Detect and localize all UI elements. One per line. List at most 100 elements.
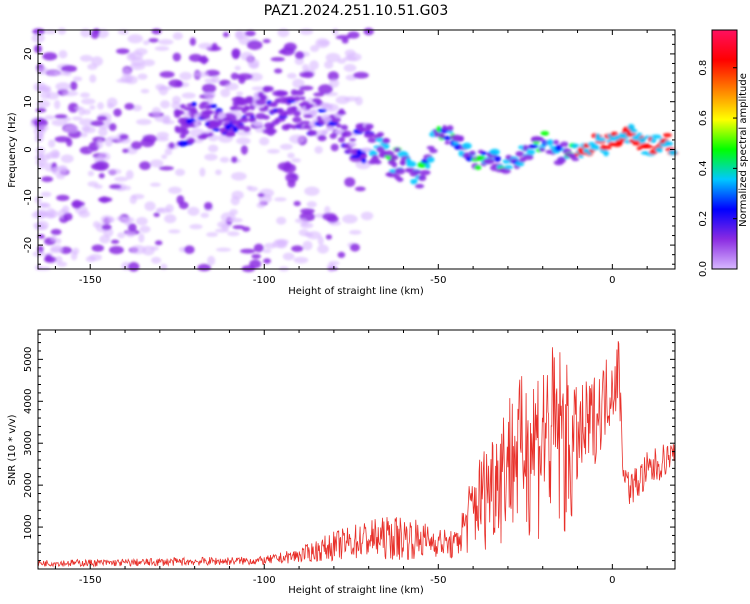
spectrogram-cell bbox=[80, 132, 88, 138]
spectrogram-cell bbox=[228, 217, 243, 223]
spectrogram-cell bbox=[337, 58, 346, 64]
spectrogram-cell bbox=[143, 40, 150, 46]
spectrogram-x-label: Height of straight line (km) bbox=[288, 286, 424, 297]
spectrogram-cell bbox=[270, 57, 285, 62]
spectrogram-cell bbox=[554, 144, 563, 152]
spectrogram-cell bbox=[310, 130, 318, 136]
spectrogram-cell bbox=[426, 145, 435, 150]
spectrogram-cell bbox=[318, 84, 333, 95]
spectrogram-cell bbox=[82, 109, 91, 115]
spectrogram-cell bbox=[232, 125, 239, 133]
spectrogram-cell bbox=[429, 148, 438, 154]
spectrogram-cell bbox=[627, 123, 635, 131]
spectrogram-cell bbox=[137, 73, 148, 80]
spectrogram-cell bbox=[292, 78, 305, 89]
spectrogram-cell bbox=[54, 70, 69, 76]
spectrogram-cell bbox=[140, 137, 155, 148]
spectrogram-cell bbox=[324, 60, 334, 69]
spectrogram-cell bbox=[278, 49, 287, 54]
spectrogram-cell bbox=[291, 245, 304, 252]
spectrogram-cell bbox=[349, 138, 357, 142]
spectrogram-cell bbox=[215, 169, 222, 176]
spectrogram-cell bbox=[290, 105, 298, 112]
spectrogram-cell bbox=[313, 92, 325, 97]
spectrogram-cell bbox=[129, 195, 137, 204]
spectrogram-cell bbox=[184, 245, 195, 254]
spectrogram-cell bbox=[383, 138, 389, 142]
spectrogram-cell bbox=[349, 243, 361, 252]
spectrogram-cell bbox=[36, 99, 51, 108]
spectrogram-cell bbox=[353, 71, 369, 79]
spectrogram-cell bbox=[300, 120, 311, 125]
spectrogram-cell bbox=[294, 218, 308, 224]
spectrogram-cell bbox=[114, 176, 129, 182]
spectrogram-y-tick-label: 20 bbox=[23, 48, 34, 61]
spectrogram-cell bbox=[349, 229, 362, 235]
colorbar-ticks: 0.0 0.2 0.4 0.6 0.8 bbox=[698, 60, 737, 277]
spectrogram-cell bbox=[425, 162, 431, 170]
spectrogram-cell bbox=[174, 80, 183, 88]
spectrogram-cell bbox=[248, 117, 257, 123]
spectrogram-cell bbox=[236, 130, 252, 136]
spectrogram-cell bbox=[442, 124, 448, 131]
spectrogram-cell bbox=[383, 150, 395, 157]
spectrogram-cell bbox=[293, 256, 309, 264]
spectrogram-cell bbox=[294, 89, 305, 96]
spectrogram-cell bbox=[55, 256, 63, 264]
spectrogram-cell bbox=[293, 96, 301, 102]
spectrogram-cell bbox=[578, 154, 584, 159]
spectrogram-cell bbox=[172, 52, 182, 62]
spectrogram-cell bbox=[71, 199, 82, 209]
spectrogram-heatmap bbox=[30, 27, 679, 273]
spectrogram-cell bbox=[168, 142, 175, 149]
spectrogram-cell bbox=[234, 65, 241, 71]
spectrogram-cell bbox=[282, 252, 295, 261]
spectrogram-cell bbox=[283, 42, 297, 52]
spectrogram-cell bbox=[636, 146, 643, 151]
spectrogram-cell bbox=[302, 71, 314, 78]
spectrogram-cell bbox=[61, 65, 77, 73]
spectrogram-cell bbox=[262, 38, 271, 44]
snr-plot: -150 -100 -50 0 1000 2000 3000 4000 5000 Height… bbox=[7, 329, 676, 596]
spectrogram-cell bbox=[317, 134, 327, 142]
spectrogram-cell bbox=[342, 214, 358, 224]
spectrogram-cell bbox=[40, 191, 52, 198]
spectrogram-cell bbox=[209, 103, 217, 109]
spectrogram-cell bbox=[361, 157, 367, 164]
spectrogram-cell bbox=[235, 137, 251, 145]
spectrogram-cell bbox=[314, 146, 323, 154]
spectrogram-cell bbox=[253, 243, 264, 253]
spectrogram-cell bbox=[221, 223, 230, 231]
spectrogram-cell bbox=[343, 56, 358, 62]
spectrogram-cell bbox=[139, 225, 151, 233]
spectrogram-cell bbox=[83, 126, 96, 134]
spectrogram-cell bbox=[187, 206, 200, 216]
spectrogram-cell bbox=[638, 137, 646, 144]
spectrogram-cell bbox=[215, 120, 223, 127]
spectrogram-cell bbox=[218, 112, 226, 119]
spectrogram-y-tick-label: 10 bbox=[23, 95, 34, 108]
spectrogram-cell bbox=[354, 186, 366, 192]
spectrogram-cell bbox=[98, 173, 105, 179]
spectrogram-cell bbox=[260, 94, 267, 99]
spectrogram-y-tick-label: -20 bbox=[23, 237, 34, 253]
spectrogram-cell bbox=[288, 174, 297, 179]
spectrogram-cell bbox=[91, 244, 105, 252]
spectrogram-cell bbox=[293, 200, 301, 207]
spectrogram-cell bbox=[197, 263, 212, 272]
spectrogram-cell bbox=[412, 169, 421, 175]
spectrogram-cell bbox=[151, 256, 162, 264]
spectrogram-cell bbox=[522, 154, 534, 161]
spectrogram-cell bbox=[136, 217, 148, 226]
spectrogram-cell bbox=[277, 28, 290, 38]
spectrogram-cell bbox=[231, 171, 247, 181]
spectrogram-cell bbox=[227, 231, 240, 237]
spectrogram-cell bbox=[667, 141, 673, 147]
spectrogram-cell bbox=[237, 98, 246, 106]
spectrogram-cell bbox=[283, 110, 289, 116]
snr-x-tick-label: -100 bbox=[253, 575, 276, 586]
spectrogram-cell bbox=[117, 232, 126, 239]
spectrogram-cell bbox=[419, 169, 431, 176]
spectrogram-cell bbox=[44, 115, 55, 120]
spectrogram-cell bbox=[298, 102, 307, 107]
